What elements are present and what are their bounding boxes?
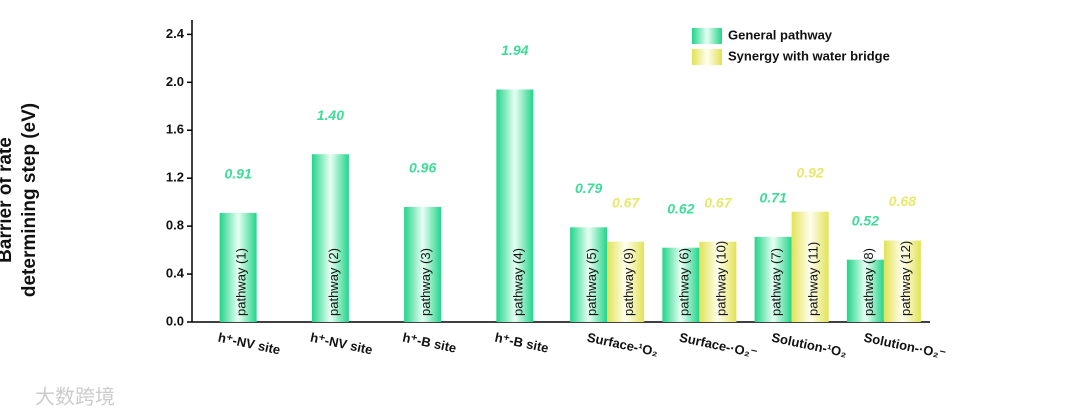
- bar-label: pathway (2): [326, 248, 341, 316]
- y-tick-label: 1.6: [166, 122, 184, 137]
- bar: [846, 259, 884, 322]
- bar: [754, 236, 792, 322]
- value-label: 1.94: [501, 42, 528, 58]
- watermark: 大数跨境: [35, 385, 115, 408]
- y-axis-label: determining step (eV): [19, 103, 40, 297]
- y-tick-label: 2.0: [166, 74, 184, 89]
- y-tick-label: 0.8: [166, 218, 184, 233]
- value-label: 0.79: [575, 180, 602, 196]
- bar: [607, 241, 645, 322]
- y-tick-label: 1.2: [166, 170, 184, 185]
- value-label: 0.92: [797, 164, 824, 180]
- bar: [883, 240, 921, 322]
- legend-label: Synergy with water bridge: [728, 48, 890, 63]
- y-axis-label: Barrier of rate: [0, 137, 16, 263]
- bar: [404, 206, 442, 322]
- legend-swatch: [692, 49, 722, 65]
- legend-swatch: [692, 28, 722, 44]
- bar-label: pathway (1): [234, 248, 249, 316]
- bar-label: pathway (8): [861, 248, 876, 316]
- bar-label: pathway (3): [418, 248, 433, 316]
- x-tick-label: h⁺-NV site: [309, 330, 374, 358]
- bar: [496, 89, 534, 322]
- bar-label: pathway (11): [806, 242, 821, 316]
- legend-label: General pathway: [728, 27, 833, 42]
- bar-label: pathway (10): [713, 241, 728, 316]
- bar: [311, 154, 349, 322]
- bar-label: pathway (4): [510, 248, 525, 316]
- y-tick-label: 2.4: [166, 26, 185, 41]
- value-label: 0.67: [704, 194, 732, 210]
- bar-label: pathway (7): [769, 248, 784, 316]
- bar: [219, 212, 257, 322]
- value-label: 0.96: [409, 160, 436, 176]
- x-tick-label: h⁺-B site: [494, 330, 550, 356]
- bar: [699, 241, 737, 322]
- bar-label: pathway (5): [584, 248, 599, 316]
- value-label: 1.40: [317, 107, 344, 123]
- y-tick-label: 0.4: [166, 266, 185, 281]
- value-label: 0.62: [667, 200, 694, 216]
- x-tick-label: h⁺-B site: [401, 330, 457, 356]
- value-label: 0.52: [852, 212, 879, 228]
- x-tick-label: Surface-¹O₂: [586, 330, 660, 360]
- value-label: 0.91: [225, 166, 252, 182]
- x-tick-label: Solution-¹O₂: [770, 330, 848, 361]
- value-label: 0.71: [760, 190, 787, 206]
- y-tick-label: 0.0: [166, 313, 184, 328]
- bar-label: pathway (12): [898, 241, 913, 316]
- bar: [791, 211, 829, 322]
- value-label: 0.67: [612, 194, 640, 210]
- x-tick-label: Surface-·O₂⁻: [678, 330, 759, 361]
- bar-label: pathway (6): [676, 248, 691, 316]
- bar-label: pathway (9): [621, 248, 636, 316]
- value-label: 0.68: [889, 193, 916, 209]
- bar: [570, 227, 608, 322]
- x-tick-label: Solution-·O₂⁻: [863, 330, 948, 362]
- x-tick-label: h⁺-NV site: [217, 330, 282, 358]
- bar: [662, 247, 700, 322]
